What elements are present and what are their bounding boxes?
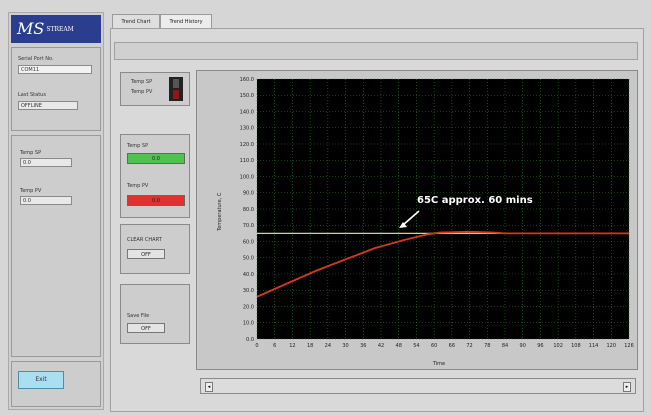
chart-annotation: 65C approx. 60 mins	[417, 195, 533, 206]
x-tick-label: 120	[607, 343, 617, 349]
sp-indicator: 0.0	[127, 153, 185, 164]
x-tick-label: 60	[431, 343, 437, 349]
legend-temp-sp: Temp SP	[131, 79, 153, 85]
temp1-field: 0.0	[20, 158, 72, 167]
x-tick-label: 48	[396, 343, 402, 349]
x-tick-label: 72	[466, 343, 472, 349]
save-file-panel: Save File OFF	[120, 284, 190, 344]
temp1-label: Temp SP	[20, 150, 42, 156]
clear-chart-button[interactable]: OFF	[127, 249, 165, 259]
exit-button[interactable]: Exit	[18, 371, 64, 389]
chart-frame: Temperature, C Time 0.0 10.0 20.0 30.0 40.0 5…	[196, 70, 638, 370]
y-tick-label: 150.0	[240, 93, 254, 99]
clear-chart-label: CLEAR CHART	[127, 237, 162, 243]
y-tick-label: 70.0	[243, 223, 254, 229]
scroll-left-arrow[interactable]: ◂	[205, 382, 213, 392]
y-tick-label: 10.0	[243, 321, 254, 327]
save-file-label: Save File	[127, 313, 150, 319]
x-tick-label: 84	[502, 343, 508, 349]
x-tick-label: 78	[484, 343, 490, 349]
x-tick-label: 42	[378, 343, 384, 349]
x-axis-label: Time	[432, 361, 445, 367]
x-tick-label: 0	[255, 343, 258, 349]
x-tick-label: 18	[307, 343, 313, 349]
x-tick-label: 30	[342, 343, 348, 349]
y-tick-label: 140.0	[240, 109, 254, 115]
x-tick-label: 114	[589, 343, 599, 349]
scroll-right-arrow[interactable]: ▸	[623, 382, 631, 392]
y-tick-label: 30.0	[243, 288, 254, 294]
x-tick-label: 36	[360, 343, 366, 349]
annotation-arrow	[402, 210, 420, 226]
chart-scrollbar[interactable]: ◂ ▸	[200, 378, 636, 394]
pv-indicator: 0.0	[127, 195, 185, 206]
clear-chart-panel: CLEAR CHART OFF	[120, 224, 190, 274]
x-tick-label: 96	[537, 343, 543, 349]
y-tick-label: 20.0	[243, 304, 254, 310]
legend-temp-pv: Temp PV	[131, 89, 153, 95]
y-tick-label: 40.0	[243, 272, 254, 278]
pv-indicator-label: Temp PV	[127, 183, 149, 189]
indicator-panel: Temp SP 0.0 Temp PV 0.0	[120, 134, 190, 218]
x-tick-label: 24	[325, 343, 331, 349]
y-tick-label: 120.0	[240, 142, 254, 148]
y-tick-label: 60.0	[243, 239, 254, 245]
y-tick-label: 80.0	[243, 207, 254, 213]
x-tick-label: 102	[553, 343, 563, 349]
x-tick-label: 126	[624, 343, 634, 349]
temperature-panel: Temp SP 0.0 Temp PV 0.0	[11, 135, 101, 357]
y-tick-label: 110.0	[240, 158, 254, 164]
serial-port-select[interactable]: COM11	[18, 65, 92, 74]
serial-port-label: Serial Port No.	[18, 56, 54, 62]
last-status-label: Last Status	[18, 92, 46, 98]
y-tick-label: 130.0	[240, 126, 254, 132]
legend-swatch	[169, 77, 183, 101]
y-tick-label: 0.0	[246, 337, 254, 343]
temp2-label: Temp PV	[20, 188, 42, 194]
x-tick-label: 108	[571, 343, 581, 349]
y-tick-label: 160.0	[240, 77, 254, 83]
y-axis-label: Temperature, C	[217, 192, 223, 232]
sp-indicator-label: Temp SP	[127, 143, 149, 149]
temp2-field: 0.0	[20, 196, 72, 205]
chart-legend: Temp SP Temp PV	[120, 72, 190, 106]
x-tick-label: 12	[289, 343, 295, 349]
annotation-arrowhead	[399, 222, 407, 228]
y-tick-label: 100.0	[240, 174, 254, 180]
last-status-field: OFFLINE	[18, 101, 78, 110]
tab-trend-chart[interactable]: Trend Chart	[112, 14, 160, 28]
save-file-button[interactable]: OFF	[127, 323, 165, 333]
x-tick-label: 6	[273, 343, 276, 349]
top-bar	[114, 42, 638, 60]
tab-trend-history[interactable]: Trend History	[160, 14, 212, 28]
x-tick-label: 66	[449, 343, 455, 349]
series-line-pv	[256, 230, 629, 298]
x-tick-label: 54	[413, 343, 419, 349]
connection-panel: Serial Port No. COM11 Last Status OFFLIN…	[11, 47, 101, 131]
temperature-chart: Temperature, C Time 0.0 10.0 20.0 30.0 40.0 5…	[217, 77, 634, 367]
y-tick-label: 90.0	[243, 191, 254, 197]
y-tick-label: 50.0	[243, 256, 254, 262]
x-tick-label: 90	[520, 343, 526, 349]
